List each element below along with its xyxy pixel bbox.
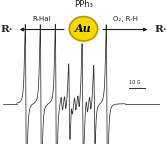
Text: R·: R· (1, 25, 13, 34)
Circle shape (69, 17, 98, 41)
Text: R·: R· (154, 25, 166, 34)
Text: Au: Au (75, 23, 92, 34)
Text: PPh₃: PPh₃ (74, 0, 93, 9)
Text: O₂, R-H: O₂, R-H (113, 16, 138, 22)
Text: 10 G: 10 G (129, 80, 140, 85)
Text: R-Hal: R-Hal (33, 16, 51, 22)
